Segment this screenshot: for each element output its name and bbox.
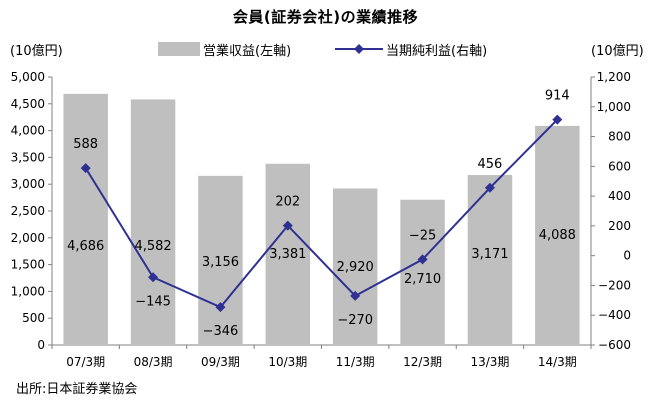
revenue-bar [130, 99, 176, 345]
revenue-data-label: 2,710 [404, 272, 441, 287]
net-income-marker [215, 302, 226, 313]
category-label: 10/3期 [268, 355, 307, 369]
net-income-data-label: −346 [203, 324, 239, 339]
right-tick-label: −400 [598, 308, 631, 322]
chart-plot: 0 500 1,000 1,500 2,000 2,500 3,000 3,500 4,000 4… [11, 70, 631, 369]
revenue-bar [332, 188, 378, 345]
revenue-bar [63, 93, 108, 345]
revenue-bar [400, 199, 445, 345]
net-income-data-label: 914 [545, 89, 570, 104]
right-tick-label: 1,000 [597, 100, 631, 114]
left-tick-label: 1,000 [11, 284, 45, 298]
category-label: 07/3期 [66, 355, 105, 369]
revenue-data-label: 3,171 [471, 247, 508, 262]
category-label: 11/3期 [336, 355, 375, 369]
left-tick-label: 500 [22, 311, 45, 325]
left-tick-label: 2,000 [11, 231, 45, 245]
left-tick-label: 4,000 [11, 124, 45, 138]
left-axis-unit: (10億円) [10, 44, 63, 59]
revenue-data-label: 4,088 [539, 228, 576, 243]
net-income-data-label: −25 [409, 228, 436, 243]
net-income-marker [350, 290, 361, 301]
category-label: 09/3期 [201, 355, 240, 369]
revenue-data-label: 4,582 [134, 239, 171, 254]
net-income-marker [484, 182, 495, 193]
net-income-marker [282, 220, 293, 231]
net-income-marker [148, 272, 159, 283]
revenue-bar [535, 125, 580, 345]
revenue-data-label: 3,381 [269, 247, 306, 262]
right-axis-unit: (10億円) [591, 44, 644, 59]
source-note: 出所:日本証券業協会 [16, 382, 138, 397]
revenue-data-label: 4,686 [67, 239, 104, 254]
category-label: 13/3期 [470, 355, 509, 369]
net-income-data-label: 202 [275, 195, 300, 210]
legend-line-label: 当期純利益(右軸) [386, 44, 488, 59]
category-label: 08/3期 [134, 355, 173, 369]
net-income-marker [417, 254, 428, 265]
category-label: 14/3期 [538, 355, 577, 369]
left-tick-label: 0 [37, 338, 45, 352]
net-income-data-label: −270 [337, 313, 373, 328]
left-tick-label: 1,500 [11, 258, 45, 272]
legend-bar-label: 営業収益(左軸) [203, 44, 292, 59]
net-income-marker [552, 114, 563, 125]
right-tick-label: 200 [608, 219, 631, 233]
net-income-marker [80, 163, 91, 174]
right-tick-label: 0 [623, 249, 631, 263]
chart-title: 会員(証券会社)の業績推移 [232, 8, 419, 26]
left-tick-label: 3,000 [11, 177, 45, 191]
net-income-line [84, 118, 559, 309]
net-income-data-label: 456 [478, 157, 503, 172]
revenue-data-label: 2,920 [337, 260, 374, 275]
revenue-bar [198, 175, 243, 345]
right-tick-label: 800 [608, 130, 631, 144]
left-tick-label: 5,000 [11, 70, 45, 84]
right-tick-label: −200 [598, 278, 631, 292]
net-income-data-label: −145 [135, 294, 171, 309]
left-tick-label: 3,500 [11, 150, 45, 164]
legend-bar-swatch [158, 42, 200, 56]
legend-line-swatch [335, 44, 383, 54]
right-tick-label: 1,200 [597, 70, 631, 84]
net-income-data-label: 588 [73, 137, 98, 152]
revenue-data-label: 3,156 [202, 255, 239, 270]
right-tick-label: −600 [598, 338, 631, 352]
left-tick-label: 2,500 [11, 204, 45, 218]
revenue-bar [265, 163, 311, 345]
left-tick-label: 4,500 [11, 97, 45, 111]
right-tick-label: 400 [608, 189, 631, 203]
category-label: 12/3期 [403, 355, 442, 369]
right-tick-label: 600 [608, 159, 631, 173]
